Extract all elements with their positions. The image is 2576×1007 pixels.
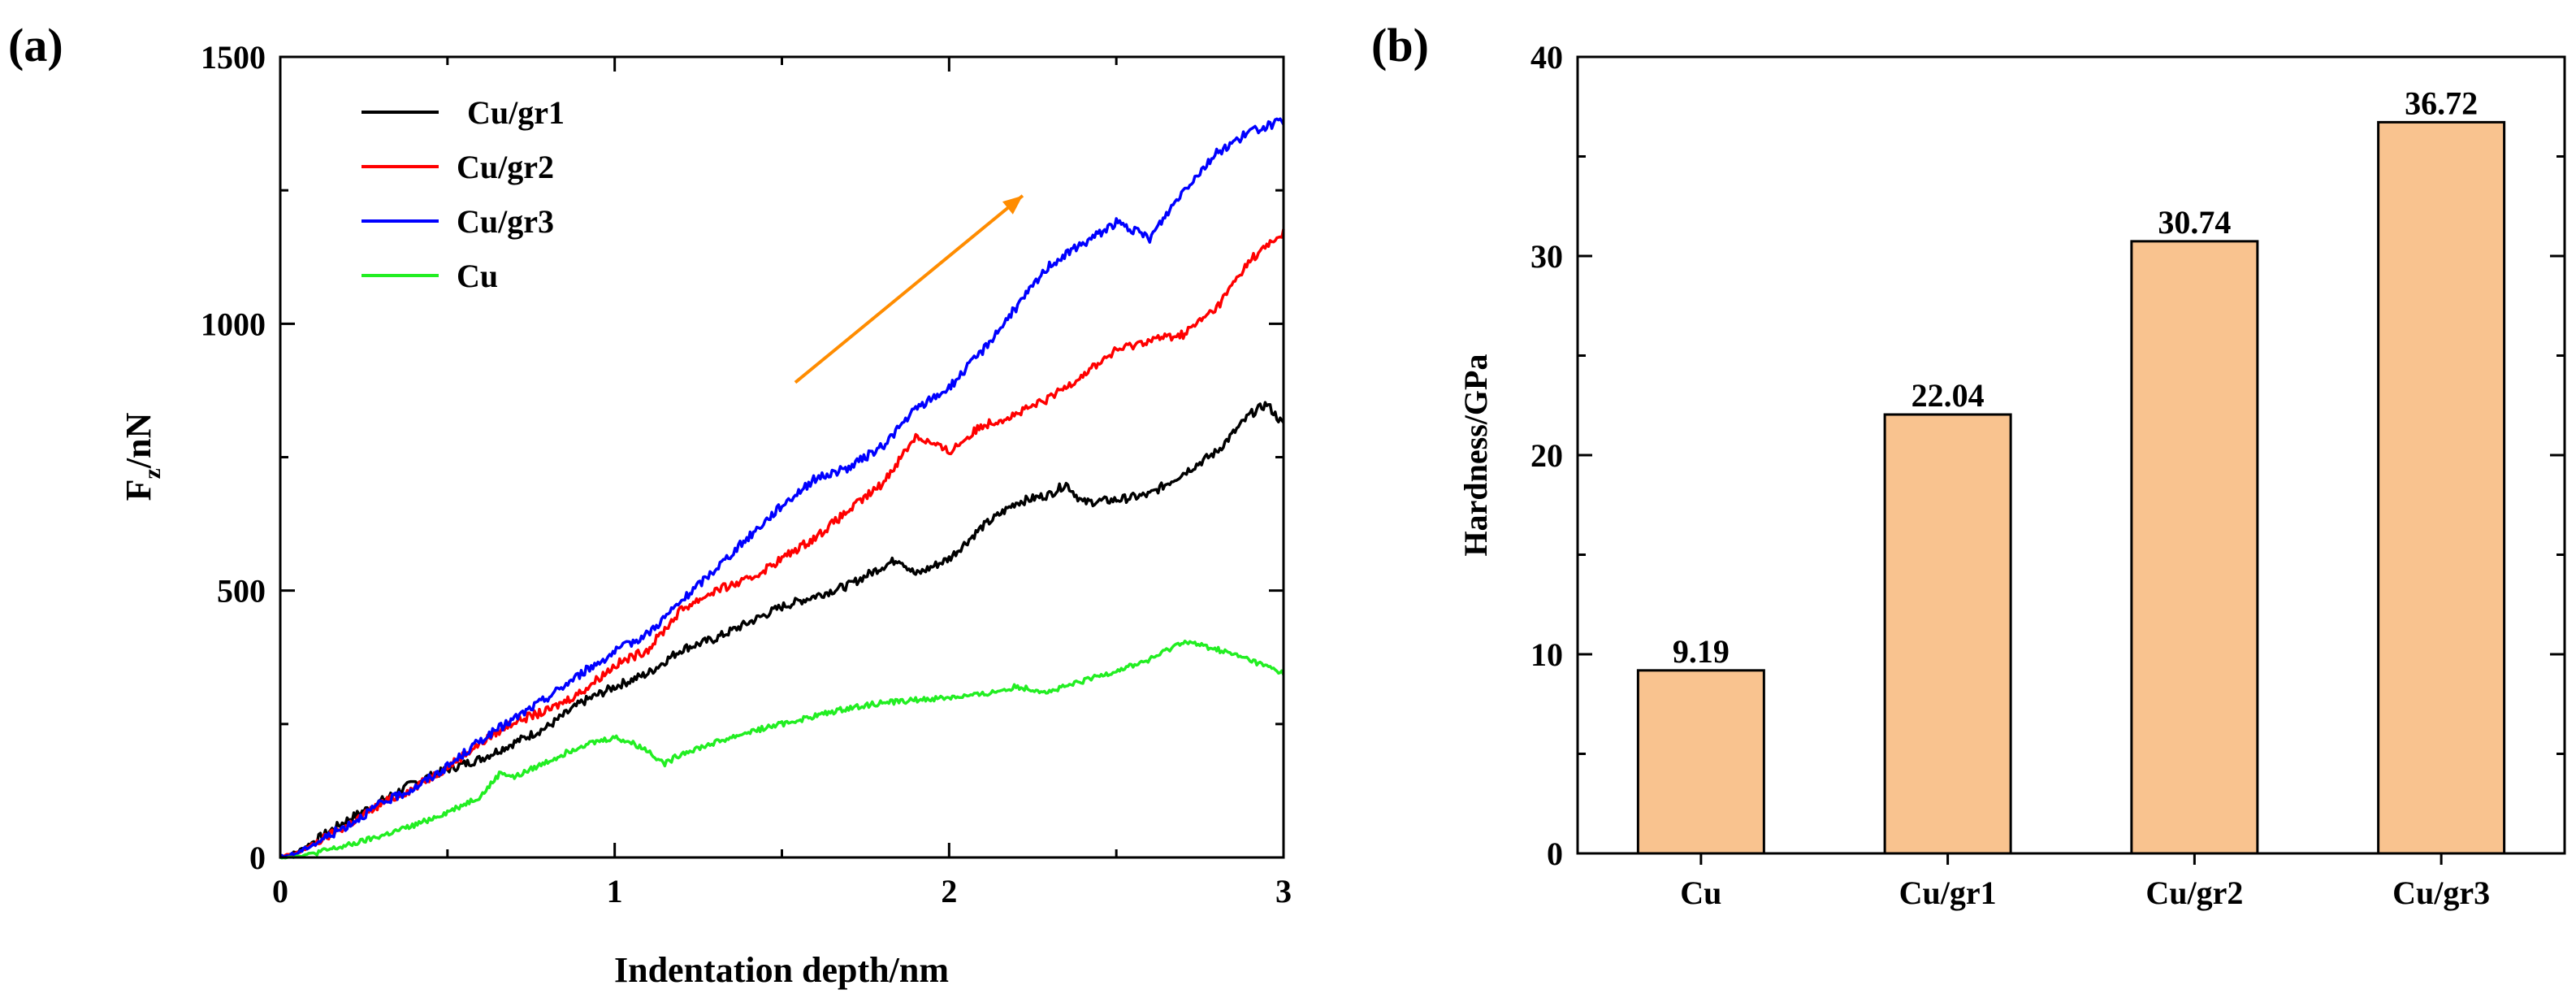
x-tick-label: 0 [272, 873, 288, 909]
panel-a-line-chart: (a) 0 1 2 3 0 500 1000 1500 Indentation depth/… [8, 19, 1292, 990]
legend-label: Cu/gr3 [457, 203, 554, 240]
panel-a-y-axis-label: Fz/nN [119, 412, 166, 501]
panel-a-ticks [279, 55, 1285, 859]
bar-value-label: 36.72 [2405, 85, 2478, 121]
panel-a-x-tick-labels: 0 1 2 3 [272, 873, 1292, 909]
x-tick-label: Cu [1680, 875, 1721, 911]
x-tick-label: Cu/gr1 [1899, 875, 1997, 911]
bar-cu-gr1 [1883, 413, 2012, 855]
y-tick-label: 30 [1530, 238, 1563, 275]
legend-label: Cu/gr2 [457, 149, 554, 185]
panel-b-y-axis-label: Hardness/GPa [1457, 354, 1494, 557]
y-label-tail: /nN [119, 412, 158, 469]
y-tick-label: 10 [1530, 636, 1563, 673]
bar-value-label: 22.04 [1911, 377, 1985, 414]
x-tick-label: Cu/gr3 [2392, 875, 2490, 911]
y-tick-label: 20 [1530, 437, 1563, 474]
panel-a-annotations [794, 194, 1024, 384]
y-tick-label: 0 [249, 840, 266, 876]
y-tick-label: 1500 [201, 39, 266, 76]
trend-arrow [794, 194, 1024, 384]
panel-b-label: (b) [1371, 19, 1429, 72]
bar-cu-gr3 [2377, 120, 2506, 855]
series-line-cu-gr3 [279, 117, 1285, 859]
panel-a-x-axis-label: Indentation depth/nm [614, 950, 949, 990]
panel-b-x-tick-labels: Cu Cu/gr1 Cu/gr2 Cu/gr3 [1680, 875, 2490, 911]
panel-b-y-tick-labels: 0 10 20 30 40 [1530, 39, 1563, 872]
panel-a-label: (a) [8, 19, 63, 72]
panel-a-plot-frame [279, 55, 1285, 859]
y-tick-label: 1000 [201, 306, 266, 342]
panel-a-series [279, 117, 1285, 860]
series-line-cu-gr1 [279, 401, 1285, 859]
bar-value-label: 30.74 [2158, 204, 2231, 241]
y-tick-label: 500 [217, 573, 266, 610]
x-tick-label: 2 [941, 873, 957, 909]
panel-b-bars [1636, 120, 2506, 855]
panel-a-legend: Cu/gr1 Cu/gr2 Cu/gr3 Cu [362, 94, 565, 294]
x-tick-label: Cu/gr2 [2145, 875, 2243, 911]
x-tick-label: 3 [1275, 873, 1292, 909]
bar-cu [1636, 669, 1765, 855]
panel-b-value-labels: 9.19 22.04 30.74 36.72 [1673, 85, 2478, 669]
trend-arrow-head [1002, 195, 1023, 215]
y-tick-label: 0 [1547, 836, 1563, 872]
legend-label: Cu/gr1 [467, 94, 565, 131]
panel-b-plot-frame [1576, 55, 2566, 855]
y-label-sub: z [139, 468, 166, 479]
legend-label: Cu [457, 258, 498, 294]
bar-cu-gr2 [2130, 240, 2259, 855]
y-label-main: F [119, 479, 158, 501]
series-line-cu-gr2 [279, 228, 1285, 859]
bar-value-label: 9.19 [1673, 633, 1730, 670]
x-tick-label: 1 [607, 873, 623, 909]
panel-a-y-tick-labels: 0 500 1000 1500 [201, 39, 266, 876]
y-tick-label: 40 [1530, 39, 1563, 76]
series-line-cu [279, 639, 1285, 860]
